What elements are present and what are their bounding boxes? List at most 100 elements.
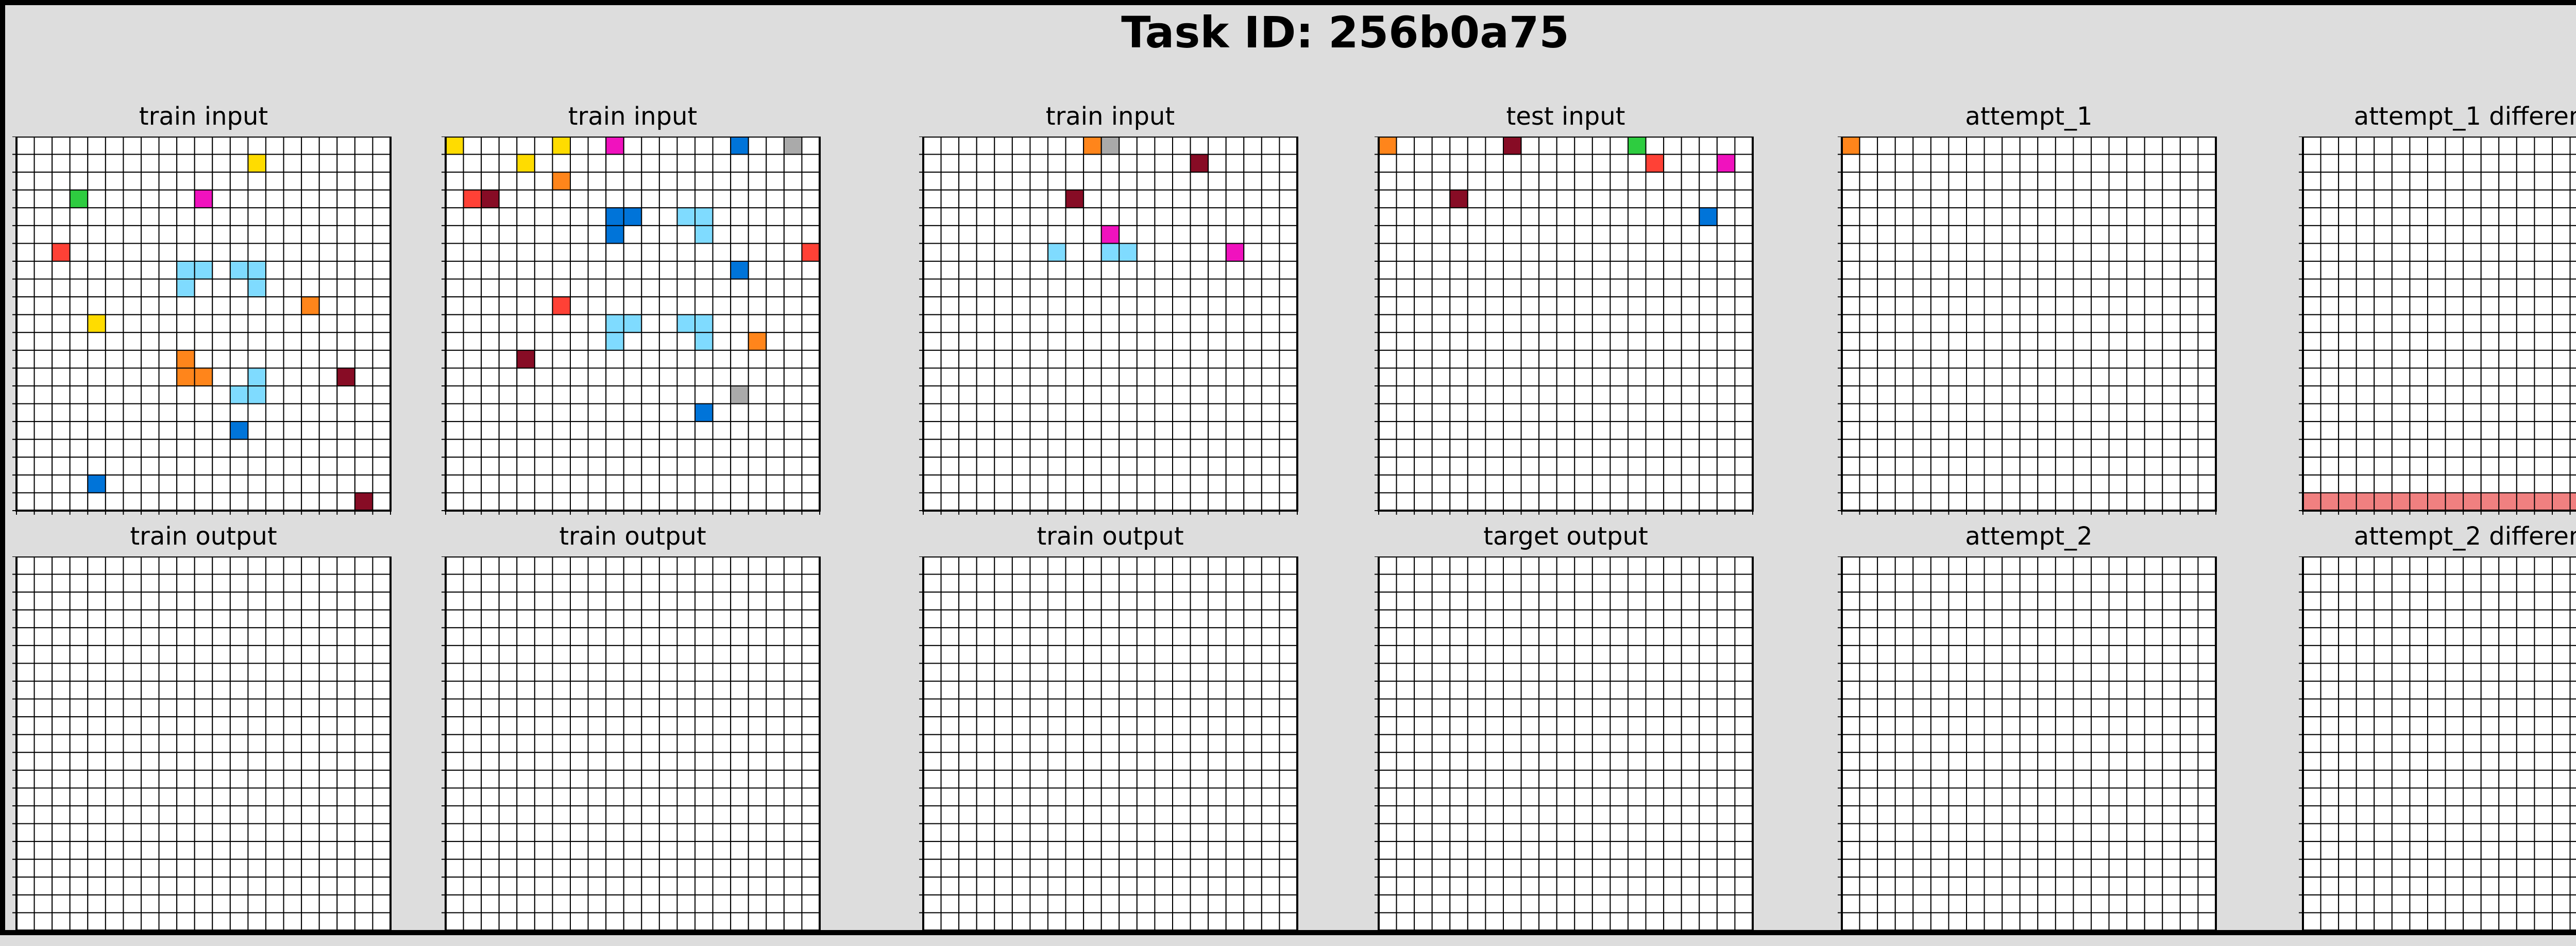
grid-cell xyxy=(2073,386,2091,404)
grid-cell xyxy=(2446,404,2464,422)
grid-cell xyxy=(994,752,1012,770)
grid-cell xyxy=(16,877,35,895)
grid-cell xyxy=(570,368,588,386)
grid-cell xyxy=(749,315,767,333)
grid-cell xyxy=(994,788,1012,806)
grid-cell xyxy=(266,475,284,493)
grid-cell xyxy=(2481,421,2499,440)
grid-cell xyxy=(1646,404,1664,422)
grid-cell xyxy=(1379,172,1397,190)
grid-cell xyxy=(1226,628,1244,646)
grid-cell xyxy=(1048,279,1066,297)
grid-cell xyxy=(1913,575,1931,593)
grid-cell xyxy=(1985,493,2003,511)
grid-cell xyxy=(588,475,606,493)
grid-cell xyxy=(784,440,802,458)
grid-cell xyxy=(1717,895,1735,913)
grid-cell xyxy=(1450,824,1468,842)
grid-cell xyxy=(1244,315,1262,333)
grid-cell xyxy=(1717,493,1735,511)
grid-cell xyxy=(301,841,319,859)
grid-cell xyxy=(1262,279,1280,297)
grid-cell xyxy=(1432,913,1450,931)
grid-cell xyxy=(535,421,553,440)
grid-cell xyxy=(106,628,124,646)
grid-cell xyxy=(88,404,106,422)
grid-cell xyxy=(1450,440,1468,458)
grid-cell xyxy=(695,575,713,593)
grid-cell xyxy=(959,681,977,699)
grid-cell xyxy=(1191,628,1209,646)
grid-cell xyxy=(266,788,284,806)
grid-cell xyxy=(2127,315,2145,333)
grid-cell xyxy=(535,493,553,511)
grid-cell xyxy=(2180,243,2198,261)
grid-cell xyxy=(2020,279,2038,297)
grid-cell xyxy=(159,440,177,458)
grid-cell xyxy=(941,735,959,753)
grid-cell xyxy=(2338,226,2357,244)
grid-cell xyxy=(923,681,941,699)
grid-cell xyxy=(159,841,177,859)
grid-cell xyxy=(2570,172,2576,190)
grid-cell xyxy=(1682,297,1700,315)
grid-cell xyxy=(1913,628,1931,646)
grid-cell xyxy=(1191,770,1209,788)
grid-cell xyxy=(695,243,713,261)
grid-cell xyxy=(1173,610,1191,628)
grid-cell xyxy=(1012,368,1030,386)
grid-cell xyxy=(1877,475,1895,493)
grid-cell xyxy=(1610,475,1628,493)
grid-cell xyxy=(2410,226,2428,244)
grid-cell xyxy=(1379,332,1397,350)
grid-cell xyxy=(1574,717,1592,735)
grid-cell xyxy=(1948,628,1967,646)
grid-cell xyxy=(301,386,319,404)
grid-cell xyxy=(731,610,749,628)
grid-cell xyxy=(2517,243,2535,261)
grid-cell xyxy=(1574,806,1592,824)
grid-cell xyxy=(1279,368,1297,386)
grid-cell xyxy=(1610,735,1628,753)
grid-cell xyxy=(2091,386,2109,404)
grid-cell xyxy=(2303,315,2321,333)
grid-cell xyxy=(141,663,159,681)
grid-cell xyxy=(1699,699,1717,717)
grid-cell xyxy=(2002,261,2020,279)
grid-cell xyxy=(695,190,713,208)
grid-cell xyxy=(2552,475,2570,493)
grid-cell xyxy=(1450,752,1468,770)
grid-cell xyxy=(106,717,124,735)
grid-cell xyxy=(641,297,659,315)
grid-cell xyxy=(2357,261,2375,279)
grid-cell xyxy=(1432,137,1450,155)
grid-cell xyxy=(1450,646,1468,664)
grid-cell xyxy=(2552,226,2570,244)
grid-cell xyxy=(1503,155,1521,173)
grid-cell xyxy=(1699,877,1717,895)
grid-cell xyxy=(2570,368,2576,386)
grid-cell xyxy=(481,297,499,315)
grid-cell xyxy=(552,663,570,681)
grid-cell xyxy=(1717,646,1735,664)
grid-cell xyxy=(1083,297,1101,315)
grid-panel: train output xyxy=(923,522,1297,946)
grid-cell xyxy=(1664,421,1682,440)
grid-cell xyxy=(2002,475,2020,493)
grid-cell xyxy=(2446,261,2464,279)
grid-cell xyxy=(1119,493,1137,511)
grid-cell xyxy=(1173,297,1191,315)
grid-cell xyxy=(2020,297,2038,315)
grid-cell xyxy=(372,895,391,913)
grid-cell xyxy=(16,841,35,859)
grid-cell xyxy=(1913,368,1931,386)
grid-cell xyxy=(2570,297,2576,315)
grid-cell xyxy=(88,493,106,511)
grid-cell xyxy=(1521,592,1539,610)
grid-cell xyxy=(16,717,35,735)
grid-cell xyxy=(1030,315,1048,333)
grid-cell xyxy=(1173,663,1191,681)
grid-cell xyxy=(1226,610,1244,628)
grid-cell xyxy=(1592,440,1611,458)
grid-cell xyxy=(1967,297,1985,315)
